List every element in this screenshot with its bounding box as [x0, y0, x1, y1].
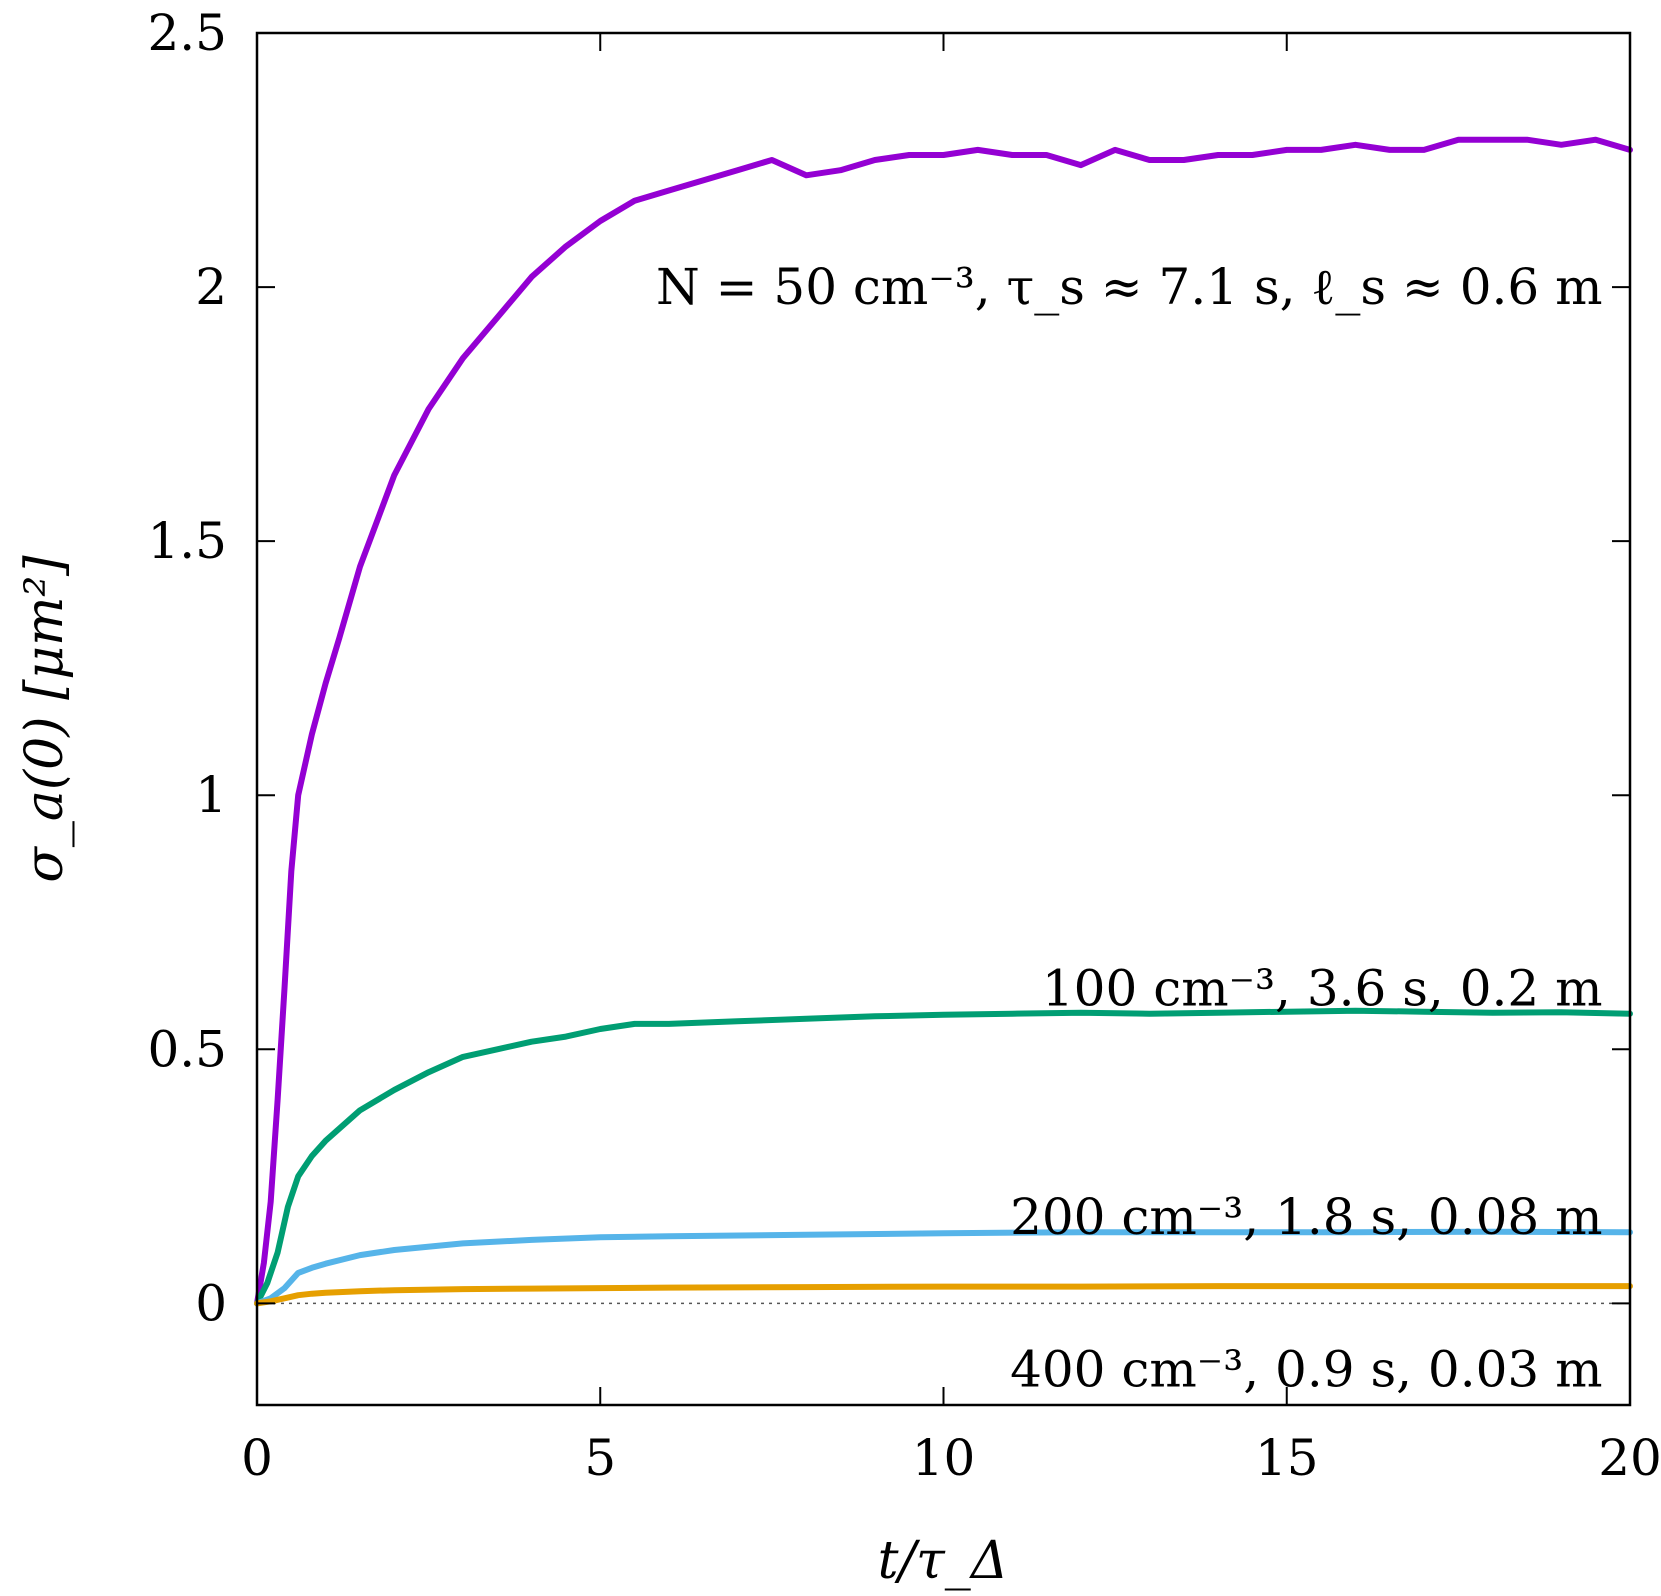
series-annotation-3: 400 cm⁻³, 0.9 s, 0.03 m [1010, 1340, 1602, 1398]
x-tick-label: 0 [241, 1429, 273, 1487]
series-line-3 [254, 1283, 1633, 1307]
series-line-1 [254, 1007, 1633, 1307]
series-annotation-0: N = 50 cm⁻³, τ_s ≈ 7.1 s, ℓ_s ≈ 0.6 m [656, 258, 1603, 316]
series-line-0 [254, 136, 1633, 1307]
x-tick-label: 5 [584, 1429, 616, 1487]
x-tick-label: 10 [912, 1429, 976, 1487]
series-annotation-1: 100 cm⁻³, 3.6 s, 0.2 m [1042, 959, 1603, 1017]
series-annotation-2: 200 cm⁻³, 1.8 s, 0.08 m [1010, 1188, 1602, 1246]
y-tick-label: 0 [195, 1274, 227, 1332]
y-tick-label: 2 [195, 258, 227, 316]
x-tick-label: 15 [1255, 1429, 1319, 1487]
y-tick-label: 0.5 [147, 1020, 227, 1078]
y-tick-label: 1.5 [147, 512, 227, 570]
y-tick-label: 2.5 [147, 4, 227, 62]
x-axis-title: t/τ_Δ [878, 1531, 1009, 1591]
y-tick-label: 1 [195, 766, 227, 824]
series-line-2 [254, 1228, 1633, 1307]
x-tick-label: 20 [1598, 1429, 1661, 1487]
y-axis-title: σ_a(0) [μm²] [15, 555, 75, 883]
